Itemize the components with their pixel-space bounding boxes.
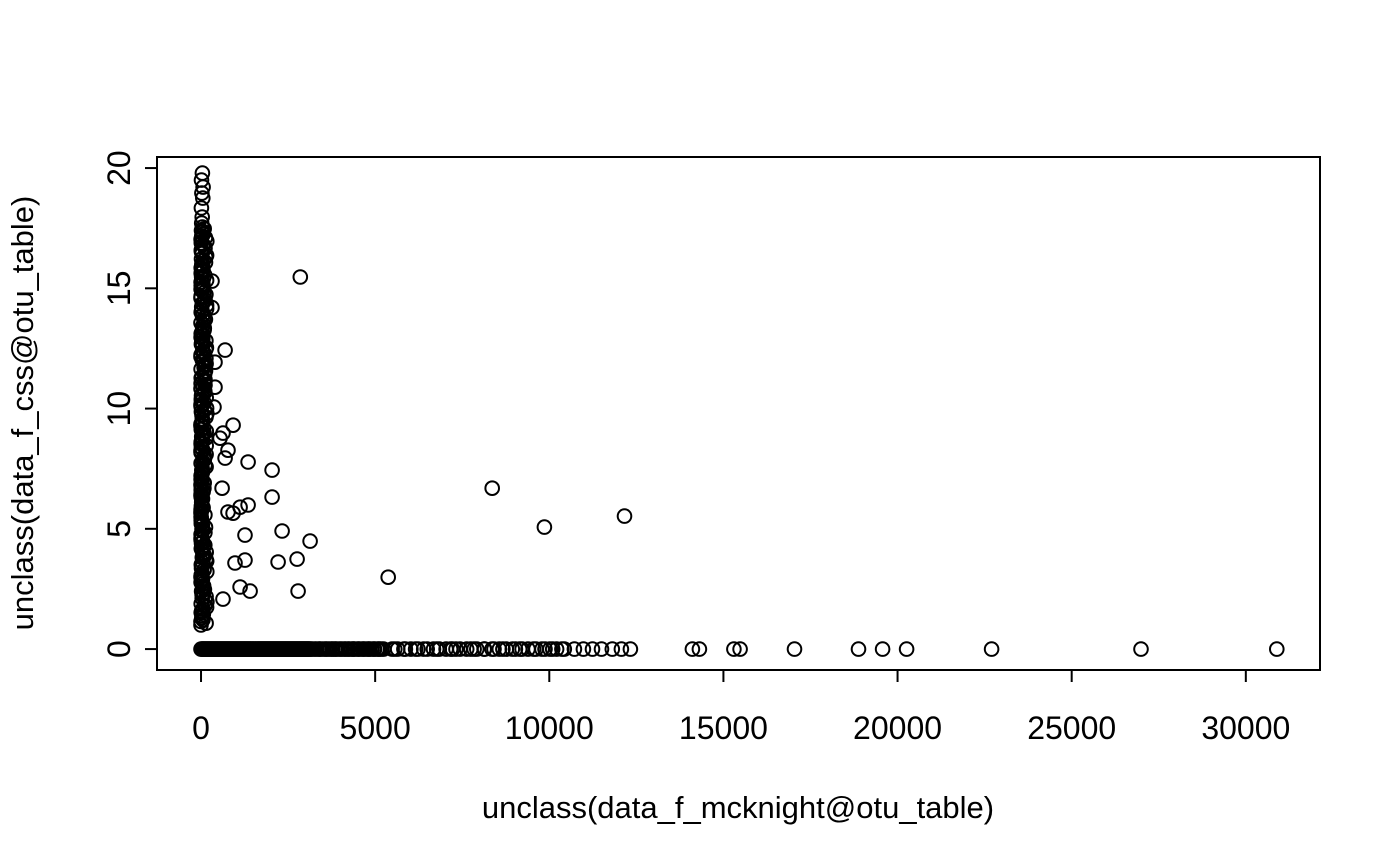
data-point: [214, 480, 230, 497]
data-point: [290, 583, 306, 599]
data-point: [207, 379, 223, 396]
data-point: [193, 230, 210, 246]
data-point: [448, 641, 464, 657]
data-point: [212, 430, 228, 447]
y-axis-ticks: [145, 167, 157, 651]
data-point: [204, 273, 220, 289]
y-axis-tick-labels: 0 5 10 15 20: [101, 150, 137, 658]
data-point: [215, 591, 231, 607]
data-point: [207, 354, 223, 371]
data-point: [232, 579, 248, 595]
data-point: [616, 508, 633, 524]
data-point: [1269, 641, 1285, 657]
data-point: [726, 641, 742, 657]
data-point: [556, 641, 573, 657]
data-point: [548, 641, 565, 657]
data-point: [584, 641, 601, 657]
x-tick-label: 20000: [853, 710, 942, 746]
data-point: [289, 551, 305, 567]
data-point: [1133, 641, 1149, 657]
data-point: [536, 519, 553, 535]
data-point: [204, 299, 220, 316]
data-point: [237, 552, 253, 568]
data-point: [225, 505, 241, 522]
data-point: [193, 215, 210, 231]
data-point: [469, 641, 485, 657]
data-point: [220, 442, 236, 459]
data-point: [380, 569, 397, 586]
data-point: [410, 641, 426, 657]
data-point: [874, 641, 891, 657]
x-tick-label: 25000: [1027, 710, 1116, 746]
y-tick-label: 20: [101, 150, 137, 186]
data-point: [566, 641, 583, 657]
x-tick-label: 0: [192, 710, 210, 746]
y-tick-label: 0: [101, 640, 137, 658]
data-point: [622, 641, 639, 657]
x-tick-label: 15000: [679, 710, 768, 746]
data-point: [194, 224, 211, 240]
data-points-layer: [193, 165, 1285, 657]
data-point: [458, 641, 475, 657]
x-tick-label: 5000: [340, 710, 411, 746]
data-point: [194, 209, 210, 225]
x-axis-tick-labels: 0 5000 10000 15000 20000 25000 30000: [192, 710, 1290, 746]
data-point: [983, 641, 1000, 657]
data-point: [850, 641, 867, 657]
data-point: [419, 641, 436, 657]
plot-box-border: [156, 156, 1321, 671]
data-point: [484, 480, 501, 497]
data-point: [242, 583, 258, 599]
data-point: [476, 641, 493, 657]
data-point: [575, 641, 592, 657]
data-point: [613, 641, 630, 657]
data-point: [302, 533, 318, 549]
data-point: [684, 641, 701, 657]
data-point: [732, 641, 748, 657]
data-point: [486, 641, 502, 657]
data-point: [264, 462, 280, 478]
data-point: [786, 641, 803, 657]
data-point: [264, 489, 280, 505]
data-point: [217, 450, 233, 466]
data-point: [898, 641, 915, 657]
data-point: [270, 554, 286, 570]
data-point: [193, 200, 210, 216]
data-point: [507, 641, 524, 657]
y-tick-label: 15: [101, 271, 137, 307]
data-point: [397, 641, 414, 657]
data-point: [537, 641, 553, 657]
data-point: [292, 269, 309, 285]
data-point: [691, 641, 708, 657]
y-axis-title: unclass(data_f_css@otu_table): [5, 196, 40, 631]
y-tick-label: 5: [101, 520, 137, 538]
data-point: [237, 527, 253, 543]
data-point: [206, 399, 222, 415]
data-point: [544, 641, 561, 657]
data-point: [225, 417, 241, 434]
data-point: [195, 190, 211, 206]
y-tick-label: 10: [101, 391, 137, 427]
data-point: [195, 179, 211, 195]
data-point: [593, 641, 610, 657]
data-point: [217, 342, 233, 358]
data-point: [227, 555, 243, 571]
data-point: [604, 641, 621, 657]
x-tick-label: 10000: [505, 710, 594, 746]
data-point: [240, 454, 256, 470]
data-point: [274, 523, 290, 539]
x-axis-title: unclass(data_f_mcknight@otu_table): [482, 790, 994, 825]
x-axis-ticks: [200, 670, 1247, 682]
data-point: [240, 497, 256, 513]
x-tick-label: 30000: [1201, 710, 1290, 746]
